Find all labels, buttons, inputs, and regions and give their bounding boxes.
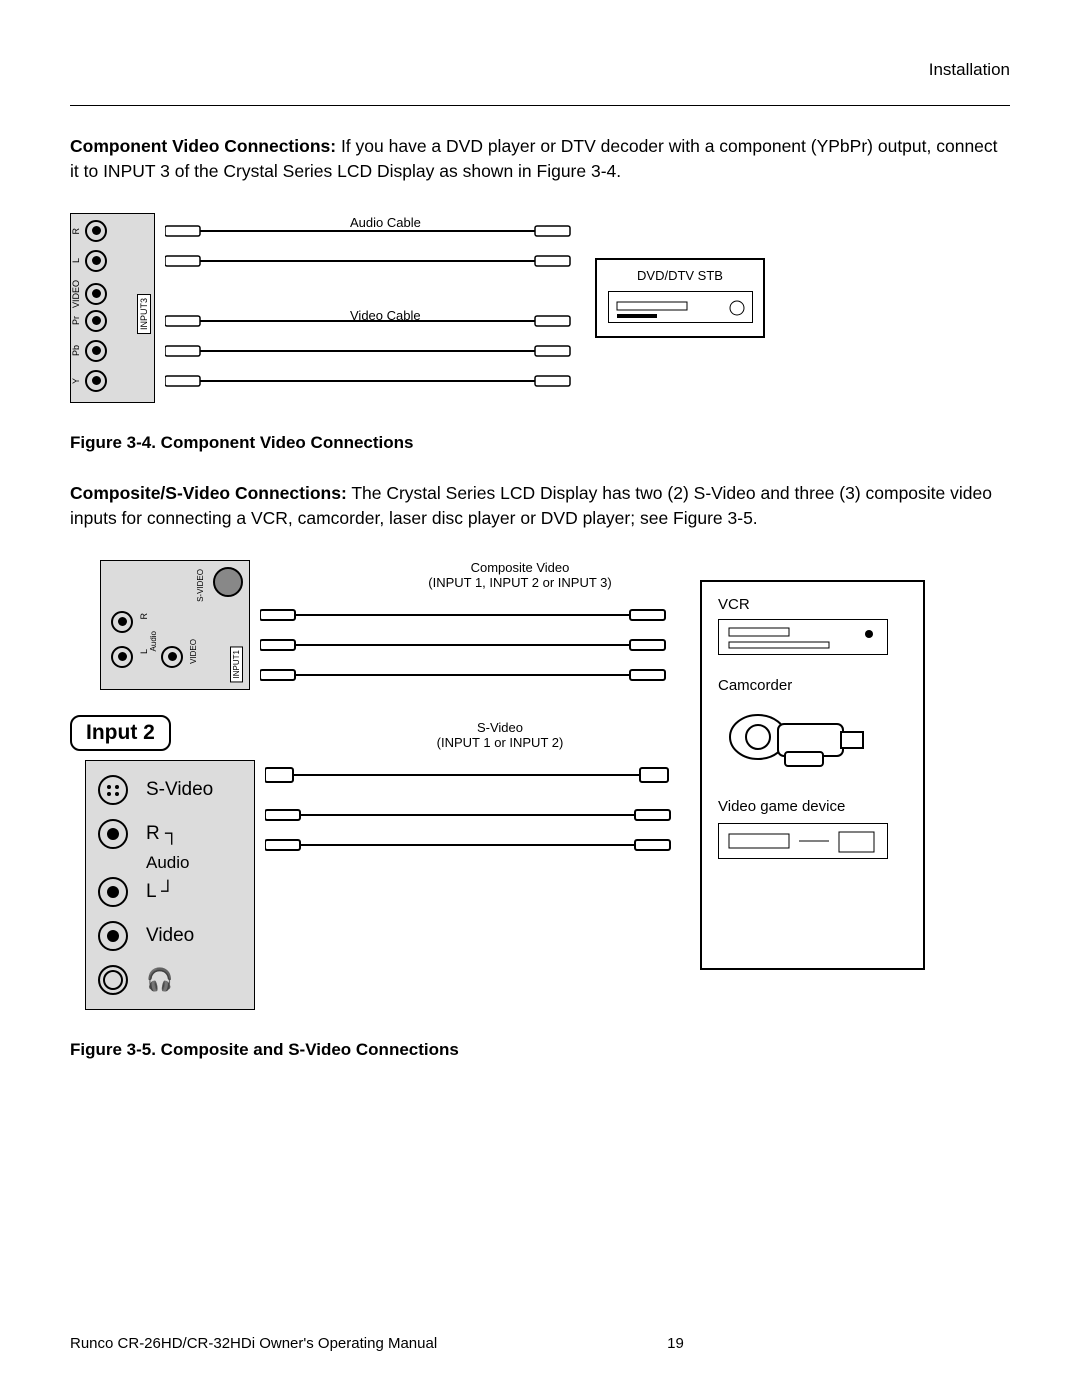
- panel-a-jack-r: [111, 611, 133, 633]
- composite-label-2: (INPUT 1, INPUT 2 or INPUT 3): [390, 575, 650, 590]
- jack-pr: [85, 310, 107, 332]
- panel-b-audio-label: Audio: [146, 853, 189, 873]
- camcorder-label: Camcorder: [718, 677, 907, 694]
- svideo-cables: [265, 760, 685, 870]
- footer-page-number: 19: [667, 1335, 684, 1352]
- svideo-label-1: S-Video: [390, 720, 610, 735]
- dvd-device-icon: [608, 291, 753, 323]
- devices-box: VCR Camcorder Video game device: [700, 580, 925, 970]
- jack-label-y: Y: [71, 378, 81, 384]
- input3-label: INPUT3: [137, 294, 151, 334]
- panel-a-audio-label: Audio: [149, 631, 158, 651]
- panel-b-svideo-label: S-Video: [146, 779, 213, 801]
- panel-b-r-label: R ┐: [146, 823, 178, 845]
- panel-a-video-label: VIDEO: [189, 639, 198, 664]
- figure-3-5: S-VIDEO R Audio L VIDEO INPUT1 Composite…: [70, 560, 930, 1020]
- input2-panel: S-Video R ┐ Audio L ┘ Video 🎧: [85, 760, 255, 1010]
- vcr-label: VCR: [718, 596, 907, 613]
- dvd-stb-box: DVD/DTV STB: [595, 258, 765, 338]
- panel-b-l-label: L ┘: [146, 881, 175, 903]
- dvd-stb-label: DVD/DTV STB: [637, 268, 723, 283]
- jack-label-pr: Pr: [71, 316, 81, 325]
- vcr-icon: [718, 619, 888, 655]
- panel-a-jack-l: [111, 646, 133, 668]
- input3-panel: R L VIDEO Pr Pb Y INPUT3: [70, 213, 155, 403]
- jack-label-r: R: [71, 228, 81, 235]
- figure-3-4: R L VIDEO Pr Pb Y INPUT3 Audio Cable Vid…: [70, 213, 750, 413]
- jack-l: [85, 250, 107, 272]
- panel-a-jack-video: [161, 646, 183, 668]
- panel-b-svideo-jack: [98, 775, 128, 805]
- game-device-icon: [718, 823, 888, 859]
- panel-b-headphone-jack: [98, 965, 128, 995]
- para2-lead: Composite/S-Video Connections:: [70, 483, 347, 503]
- figure-3-5-caption: Figure 3-5. Composite and S-Video Connec…: [70, 1040, 1010, 1060]
- input1-panel: S-VIDEO R Audio L VIDEO INPUT1: [100, 560, 250, 690]
- paragraph-composite: Composite/S-Video Connections: The Cryst…: [70, 481, 1010, 532]
- composite-cables: [260, 600, 680, 700]
- panel-b-video-jack: [98, 921, 128, 951]
- jack-label-video: VIDEO: [71, 280, 81, 308]
- panel-b-l-jack: [98, 877, 128, 907]
- composite-label-1: Composite Video: [390, 560, 650, 575]
- input2-badge: Input 2: [70, 715, 171, 751]
- panel-a-l-label: L: [139, 649, 149, 654]
- para1-lead: Component Video Connections:: [70, 136, 336, 156]
- panel-a-svideo-label: S-VIDEO: [196, 569, 205, 602]
- game-label: Video game device: [718, 798, 907, 815]
- jack-r: [85, 220, 107, 242]
- camcorder-icon: [718, 700, 878, 780]
- jack-y: [85, 370, 107, 392]
- svideo-label-2: (INPUT 1 or INPUT 2): [390, 735, 610, 750]
- footer-manual: Runco CR-26HD/CR-32HDi Owner's Operating…: [70, 1335, 437, 1352]
- panel-b-video-label: Video: [146, 925, 194, 947]
- cable-diagram-34: [165, 213, 585, 403]
- figure-3-4-caption: Figure 3-4. Component Video Connections: [70, 433, 1010, 453]
- paragraph-component: Component Video Connections: If you have…: [70, 134, 1010, 185]
- jack-pb: [85, 340, 107, 362]
- panel-a-input1-label: INPUT1: [230, 646, 243, 682]
- jack-label-l: L: [71, 258, 81, 263]
- svideo-jack-icon: [213, 567, 243, 597]
- page-footer: Runco CR-26HD/CR-32HDi Owner's Operating…: [70, 1335, 1010, 1352]
- panel-a-r-label: R: [139, 613, 149, 620]
- panel-b-r-jack: [98, 819, 128, 849]
- jack-label-pb: Pb: [71, 345, 81, 356]
- section-header: Installation: [70, 60, 1010, 106]
- composite-label: Composite Video (INPUT 1, INPUT 2 or INP…: [390, 560, 650, 590]
- headphone-icon: 🎧: [146, 967, 173, 993]
- jack-video: [85, 283, 107, 305]
- svideo-label-group: S-Video (INPUT 1 or INPUT 2): [390, 720, 610, 750]
